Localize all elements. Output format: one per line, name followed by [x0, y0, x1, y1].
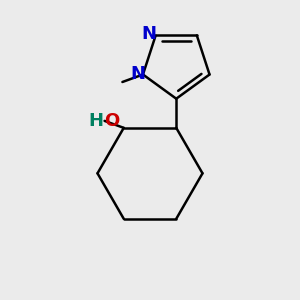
Text: O: O [105, 112, 120, 130]
Text: N: N [142, 25, 157, 43]
Text: N: N [130, 65, 145, 83]
Text: H: H [88, 112, 103, 130]
